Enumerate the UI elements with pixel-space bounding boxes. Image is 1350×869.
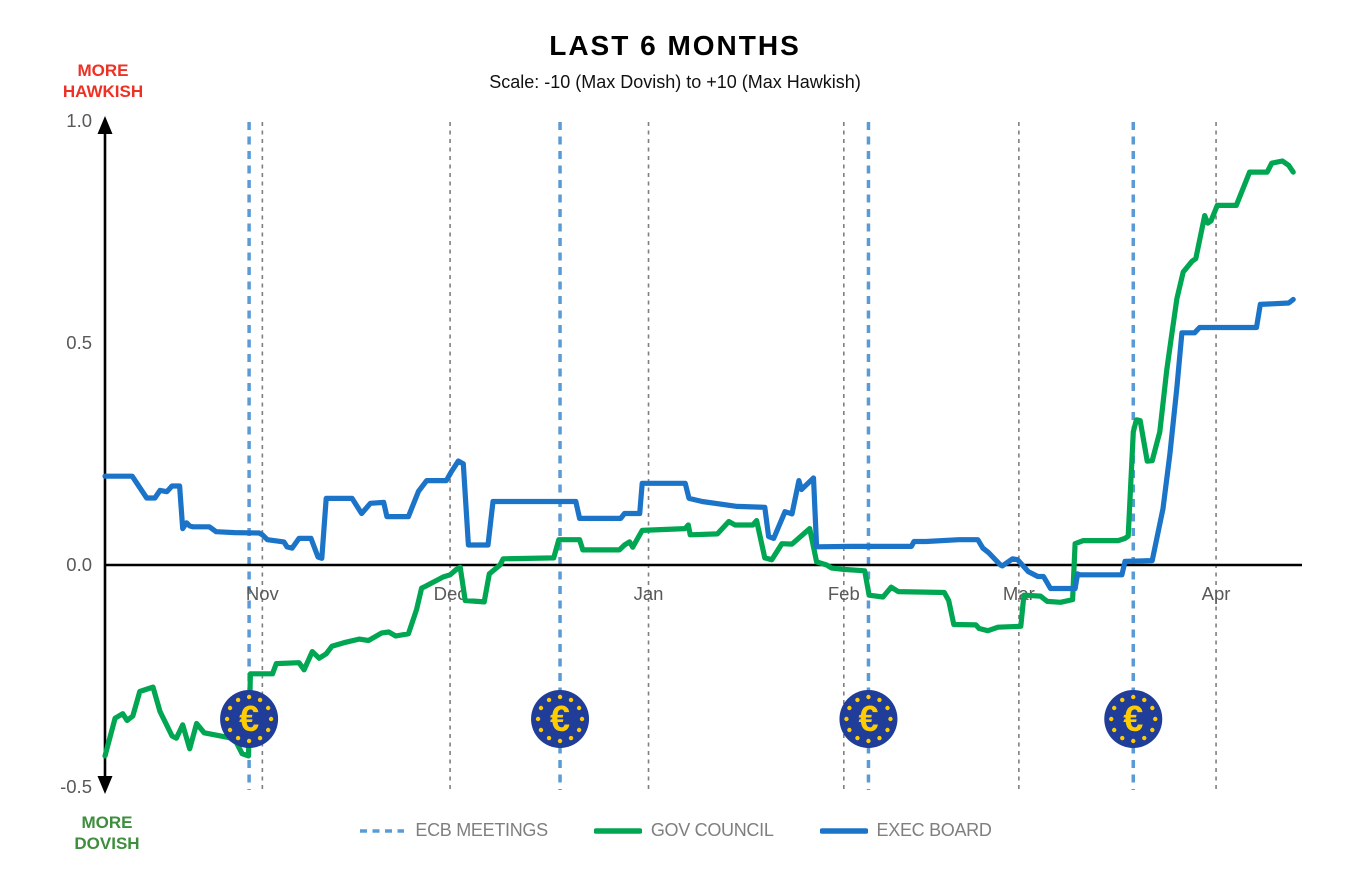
chart-legend: ECB MEETINGS GOV COUNCIL EXEC BOARD bbox=[0, 820, 1350, 841]
coin-star-dot-icon bbox=[855, 697, 860, 703]
coin-star-dot-icon bbox=[235, 697, 241, 703]
euro-coin-icon bbox=[1104, 690, 1163, 748]
legend-label: ECB MEETINGS bbox=[415, 820, 548, 840]
series-exec-board bbox=[102, 296, 1296, 592]
coin-star-dot-icon bbox=[844, 716, 849, 722]
coin-star-dot-icon bbox=[268, 716, 274, 722]
y-axis-down-arrow-icon bbox=[97, 776, 113, 794]
month-label: Jan bbox=[634, 583, 664, 604]
coin-star-dot-icon bbox=[257, 735, 263, 741]
coin-star-dot-icon bbox=[866, 738, 871, 744]
euro-symbol-icon: € bbox=[858, 698, 878, 739]
coin-star-dot-icon bbox=[576, 705, 582, 711]
coin-star-dot-icon bbox=[1142, 735, 1147, 741]
coin-star-dot-icon bbox=[265, 705, 271, 711]
euro-symbol-icon: € bbox=[1123, 698, 1143, 739]
more-dovish-label: MORE DOVISH bbox=[74, 813, 140, 853]
coin-star-dot-icon bbox=[538, 727, 544, 733]
coin-star-dot-icon bbox=[557, 694, 563, 700]
coin-star-dot-icon bbox=[1153, 716, 1158, 722]
coin-star-dot-icon bbox=[246, 694, 252, 700]
coin-star-dot-icon bbox=[847, 705, 852, 711]
month-label: Mar bbox=[1003, 583, 1035, 604]
month-label: Nov bbox=[246, 583, 280, 604]
coin-star-dot-icon bbox=[877, 735, 882, 741]
coin-star-dot-icon bbox=[866, 694, 871, 700]
legend-item-exec-board: EXEC BOARD bbox=[819, 820, 992, 841]
coin-star-dot-icon bbox=[1112, 705, 1117, 711]
coin-star-dot-icon bbox=[1131, 738, 1136, 744]
coin-star-dot-icon bbox=[1120, 697, 1125, 703]
month-label: Apr bbox=[1202, 583, 1231, 604]
green-line-swatch-icon bbox=[593, 827, 642, 834]
coin-star-dot-icon bbox=[885, 705, 890, 711]
coin-star-dot-icon bbox=[888, 716, 893, 722]
coin-star-dot-icon bbox=[257, 697, 263, 703]
legend-label: EXEC BOARD bbox=[876, 820, 992, 840]
legend-item-gov-council: GOV COUNCIL bbox=[593, 820, 774, 841]
coin-star-dot-icon bbox=[1150, 727, 1155, 733]
coin-star-dot-icon bbox=[1142, 697, 1147, 703]
legend-item-ecb-meetings: ECB MEETINGS bbox=[358, 820, 548, 841]
chart-subtitle: Scale: -10 (Max Dovish) to +10 (Max Hawk… bbox=[489, 72, 861, 92]
coin-star-dot-icon bbox=[855, 735, 860, 741]
coin-star-dot-icon bbox=[1112, 727, 1117, 733]
coin-star-dot-icon bbox=[877, 697, 882, 703]
coin-star-dot-icon bbox=[1150, 705, 1155, 711]
legend-label: GOV COUNCIL bbox=[650, 820, 774, 840]
coin-star-dot-icon bbox=[227, 705, 233, 711]
euro-coin-icon bbox=[839, 690, 898, 748]
coin-star-dot-icon bbox=[227, 727, 233, 733]
euro-coin-icon bbox=[531, 690, 590, 748]
coin-star-dot-icon bbox=[546, 735, 552, 741]
coin-star-dot-icon bbox=[557, 738, 563, 744]
coin-star-dot-icon bbox=[1131, 694, 1136, 700]
euro-symbol-icon: € bbox=[239, 698, 259, 739]
coin-star-dot-icon bbox=[568, 735, 574, 741]
coin-star-dot-icon bbox=[579, 716, 585, 722]
coin-star-dot-icon bbox=[576, 727, 582, 733]
coin-star-dot-icon bbox=[538, 705, 544, 711]
coin-star-dot-icon bbox=[246, 738, 252, 744]
blue-line-swatch-icon bbox=[819, 827, 868, 834]
coin-star-dot-icon bbox=[847, 727, 852, 733]
month-label: Dec bbox=[434, 583, 467, 604]
euro-coin-icon bbox=[220, 690, 279, 748]
coin-star-dot-icon bbox=[885, 727, 890, 733]
coin-star-dot-icon bbox=[224, 716, 230, 722]
y-axis-up-arrow-icon bbox=[97, 116, 113, 134]
coin-star-dot-icon bbox=[535, 716, 541, 722]
coin-star-dot-icon bbox=[235, 735, 241, 741]
coin-star-dot-icon bbox=[1109, 716, 1114, 722]
coin-star-dot-icon bbox=[568, 697, 574, 703]
y-tick-label: -0.5 bbox=[60, 776, 92, 797]
more-hawkish-label: MORE HAWKISH bbox=[62, 61, 144, 101]
month-label: Feb bbox=[828, 583, 860, 604]
series-gov-council bbox=[102, 158, 1296, 759]
y-tick-label: 0.0 bbox=[66, 554, 92, 575]
euro-symbol-icon: € bbox=[550, 698, 570, 739]
chart-title: LAST 6 MONTHS bbox=[549, 30, 801, 61]
y-tick-label: 0.5 bbox=[66, 332, 92, 353]
coin-star-dot-icon bbox=[1120, 735, 1125, 741]
coin-star-dot-icon bbox=[546, 697, 552, 703]
coin-star-dot-icon bbox=[265, 727, 271, 733]
dashed-line-swatch-icon bbox=[360, 828, 405, 833]
y-tick-label: 1.0 bbox=[66, 110, 92, 131]
